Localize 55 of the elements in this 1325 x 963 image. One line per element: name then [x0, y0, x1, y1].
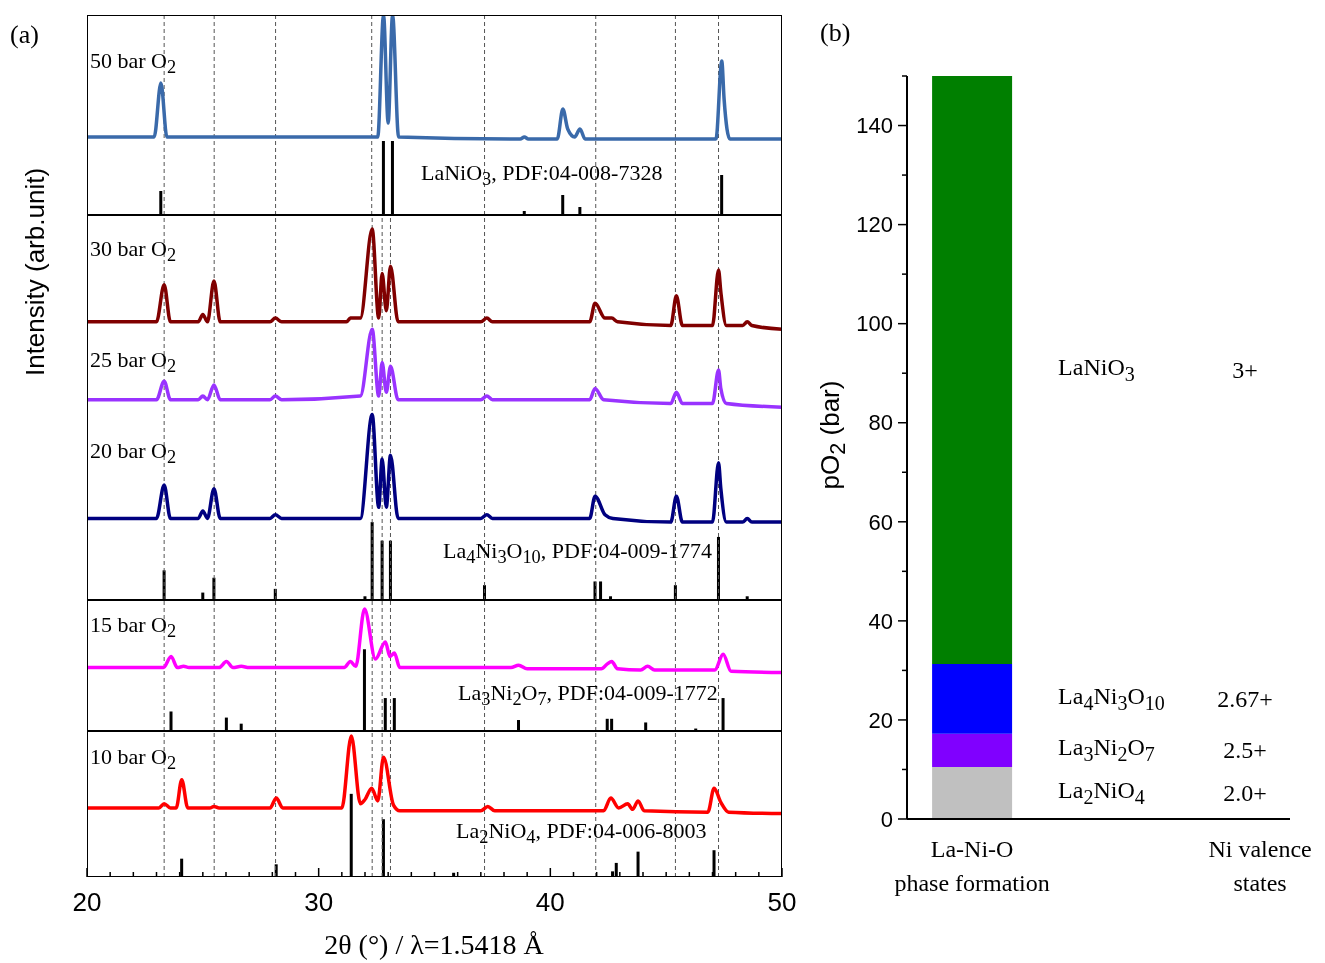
bar: [721, 698, 725, 731]
x-tick-label: La-Ni-O phase formation: [894, 836, 1050, 896]
chart-title: (a): [10, 20, 39, 50]
bar: [644, 722, 648, 731]
bar: [636, 851, 640, 877]
y-tick-label: 40: [868, 608, 893, 634]
x-axis-title: 2θ (°) / λ=1.5418 Å: [324, 929, 544, 961]
bar: [599, 581, 603, 600]
series-label: 50 bar O$_{2}$: [90, 48, 177, 79]
bar: [381, 141, 385, 215]
series-label: La$_{3}$Ni$_{2}$O$_{7}$: [1058, 734, 1155, 767]
bar: [349, 793, 353, 877]
bar: [224, 717, 228, 731]
bar: [159, 191, 163, 215]
y-tick-label: 80: [868, 410, 893, 436]
y-tick-label: 20: [868, 707, 893, 733]
annotation: 2.5+: [1223, 736, 1267, 764]
bar: [362, 649, 366, 731]
bar: [712, 850, 716, 877]
y-tick-label: 0: [880, 806, 893, 832]
series-label: 10 bar O$_{2}$: [90, 744, 177, 775]
bar: [392, 698, 396, 731]
series-label: La$_{4}$Ni$_{3}$O$_{10}$: [1058, 682, 1165, 715]
annotation: 2.67+: [1217, 685, 1273, 713]
series-label: 30 bar O$_{2}$: [90, 236, 177, 267]
series-label: La$_{2}$NiO$_{4}$: [1058, 777, 1145, 809]
bar: [383, 698, 387, 731]
y-tick-label: 140: [856, 113, 893, 139]
series-label: 25 bar O$_{2}$: [90, 347, 177, 378]
x-tick-label: 30: [304, 887, 334, 917]
x-tick-label: 40: [535, 887, 565, 917]
bar: [180, 858, 184, 877]
y-tick-label: 100: [856, 311, 893, 337]
bar: [517, 720, 520, 731]
series-label: LaNiO$_{3}$, PDF:04-008-7328: [421, 160, 663, 191]
series-label: La$_{2}$NiO$_{4}$, PDF:04-006-8003: [456, 818, 707, 849]
bar: [561, 195, 565, 215]
series-label: La$_{4}$Ni$_{3}$O$_{10}$, PDF:04-009-1774: [443, 538, 712, 569]
annotation: 2.0+: [1223, 779, 1267, 807]
annotation: 3+: [1232, 356, 1258, 384]
bar: [390, 141, 394, 215]
y-tick-label: 60: [868, 509, 893, 535]
series-label: 15 bar O$_{2}$: [90, 612, 177, 643]
y-axis-title: Intensity (arb.unit): [19, 167, 51, 377]
x-tick-label: 20: [72, 887, 102, 917]
bar: [614, 862, 618, 877]
bar: [720, 175, 724, 215]
series-label: La$_{3}$Ni$_{2}$O$_{7}$, PDF:04-009-1772: [458, 680, 718, 711]
y-tick-label: 120: [856, 212, 893, 238]
series-label: LaNiO$_{3}$: [1058, 354, 1135, 386]
chart-title: (b): [820, 18, 851, 48]
x-tick-label: Ni valence states: [1208, 836, 1312, 896]
bar: [169, 711, 173, 731]
x-tick-label: 50: [767, 887, 797, 917]
series-label: 20 bar O$_{2}$: [90, 438, 177, 469]
